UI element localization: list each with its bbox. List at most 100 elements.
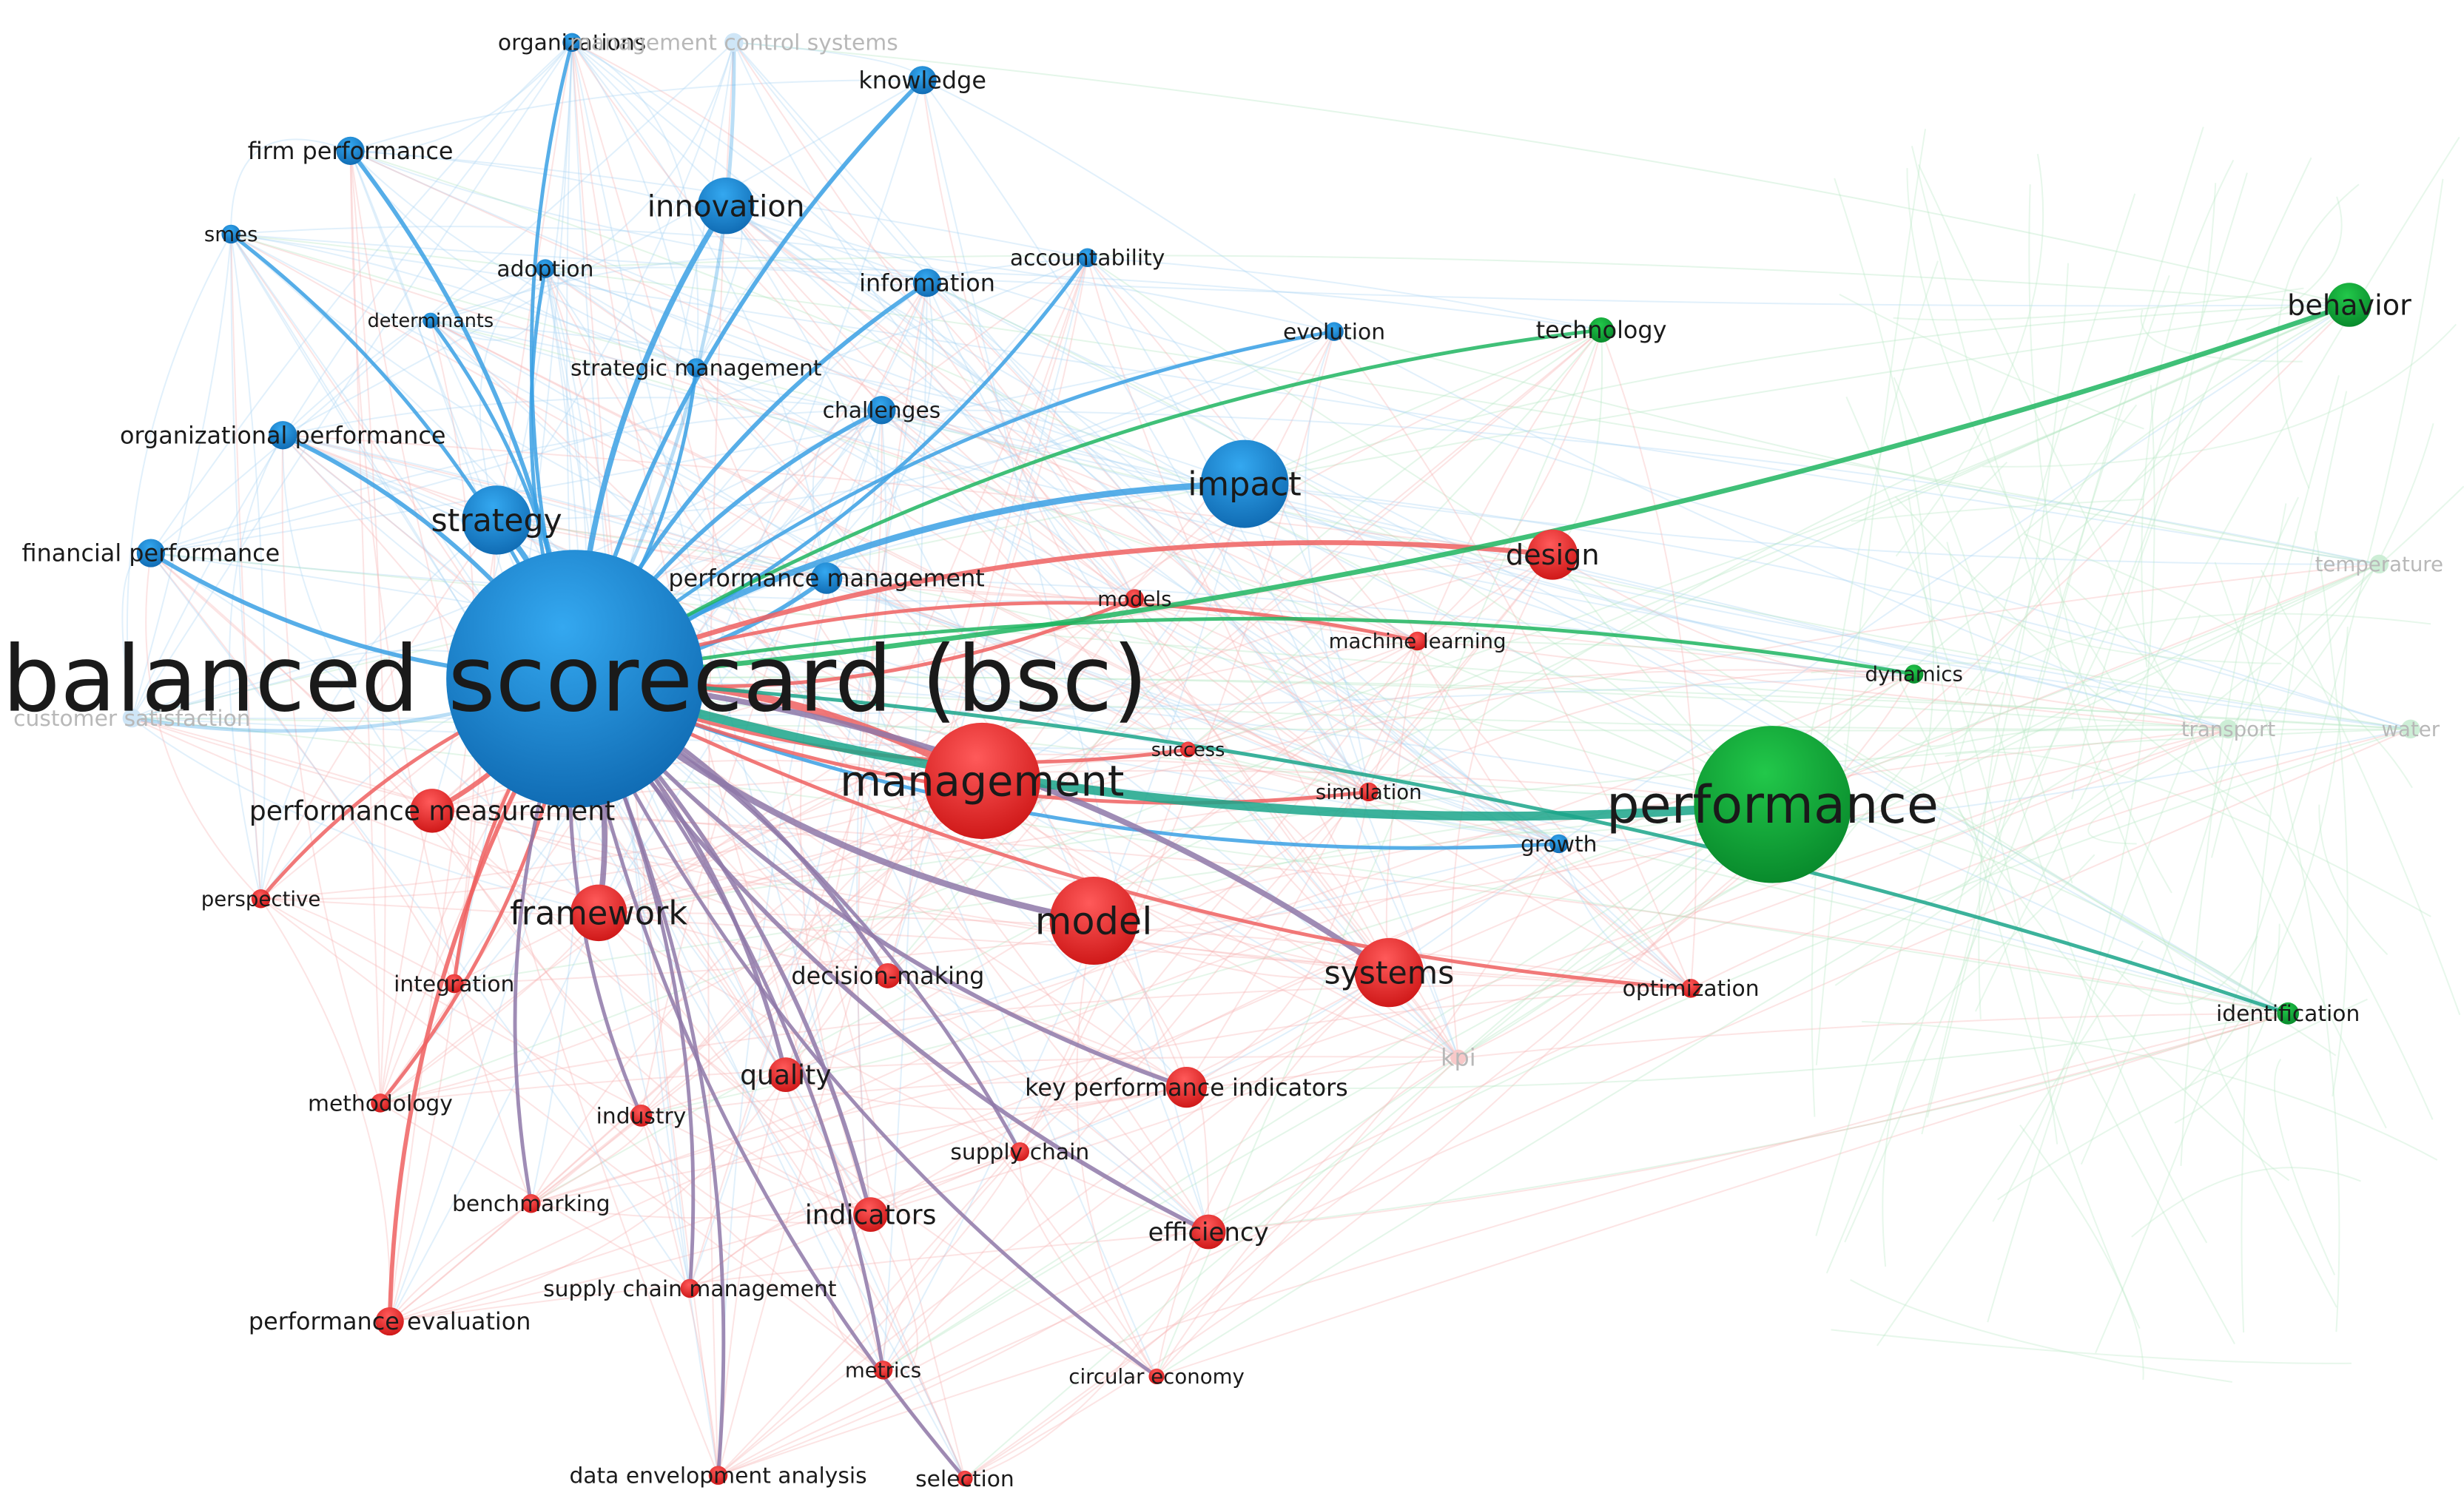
background-link <box>1862 1020 2438 1161</box>
node-supply_chain_management[interactable] <box>680 1278 700 1298</box>
background-link <box>2241 391 2348 1333</box>
node-simulation[interactable] <box>1359 782 1379 802</box>
node-industry[interactable] <box>630 1104 653 1127</box>
node-accountability[interactable] <box>1077 248 1097 268</box>
node-customer_satisfaction[interactable] <box>122 708 142 728</box>
background-link <box>131 41 573 719</box>
node-firm_performance[interactable] <box>336 136 365 165</box>
label-kpi: kpi <box>1441 1043 1476 1071</box>
node-design[interactable] <box>1527 529 1578 580</box>
node-temperature[interactable] <box>2369 554 2389 574</box>
node-organizational_performance[interactable] <box>269 421 297 450</box>
background-link <box>430 320 1773 806</box>
node-framework[interactable] <box>570 884 627 942</box>
background-link <box>571 42 872 1215</box>
node-optimization[interactable] <box>1681 979 1700 998</box>
node-strategic_management[interactable] <box>687 358 706 377</box>
node-machine_learning[interactable] <box>1407 631 1427 651</box>
background-link <box>1918 164 2387 1129</box>
background-link <box>150 552 1135 602</box>
node-performance_management[interactable] <box>810 562 843 594</box>
label-financial_performance: financial performance <box>22 539 280 567</box>
node-evolution[interactable] <box>1324 322 1344 341</box>
node-supply_chain[interactable] <box>1010 1142 1030 1162</box>
node-success[interactable] <box>1179 741 1196 758</box>
node-bsc[interactable] <box>446 550 704 808</box>
node-indicators[interactable] <box>853 1197 888 1232</box>
node-model[interactable] <box>1049 877 1138 965</box>
node-performance[interactable] <box>1694 726 1851 883</box>
background-link <box>389 1074 787 1323</box>
background-link <box>1134 598 2229 730</box>
background-link <box>1187 633 1418 750</box>
node-performance_evaluation[interactable] <box>375 1307 404 1336</box>
node-performance_measurement[interactable] <box>410 789 454 833</box>
background-link <box>1831 1329 2352 1364</box>
node-information[interactable] <box>912 269 942 297</box>
node-management[interactable] <box>923 722 1040 840</box>
node-behavior[interactable] <box>2327 283 2372 327</box>
node-determinants[interactable] <box>423 312 439 328</box>
background-link <box>598 410 883 914</box>
background-link <box>431 810 871 1216</box>
label-organizations: organizations <box>498 30 646 56</box>
background-link <box>1156 1056 1459 1377</box>
node-technology[interactable] <box>1589 317 1615 343</box>
label-integration: integration <box>394 971 514 997</box>
node-financial_performance[interactable] <box>136 539 165 567</box>
edge-bsc-dynamics <box>573 616 1916 681</box>
node-methodology[interactable] <box>371 1093 390 1113</box>
node-identification[interactable] <box>2277 1002 2300 1025</box>
background-link <box>571 41 1692 989</box>
node-quality[interactable] <box>768 1057 804 1092</box>
background-link <box>2214 562 2340 1332</box>
node-organizations[interactable] <box>562 33 582 53</box>
node-dynamics[interactable] <box>1904 664 1924 684</box>
node-models[interactable] <box>1125 589 1145 608</box>
label-evolution: evolution <box>1283 320 1385 346</box>
node-metrics[interactable] <box>873 1361 893 1380</box>
node-systems[interactable] <box>1354 937 1424 1008</box>
node-water[interactable] <box>2401 719 2420 739</box>
background-link <box>1087 257 2289 1014</box>
node-strategy[interactable] <box>462 485 531 555</box>
background-link <box>389 1231 1209 1323</box>
node-efficiency[interactable] <box>1191 1214 1226 1250</box>
background-link <box>545 255 2350 306</box>
node-mcs[interactable] <box>724 33 744 53</box>
node-key_performance_indicators[interactable] <box>1165 1067 1208 1108</box>
node-decision_making[interactable] <box>875 963 901 988</box>
node-kpi[interactable] <box>1450 1049 1467 1065</box>
node-innovation[interactable] <box>697 177 755 235</box>
node-perspective[interactable] <box>251 889 271 909</box>
node-impact[interactable] <box>1200 439 1289 528</box>
node-adoption[interactable] <box>536 259 555 278</box>
background-link <box>260 780 983 900</box>
background-link <box>349 150 719 1476</box>
node-dea[interactable] <box>708 1466 728 1485</box>
background-link <box>575 676 2229 730</box>
background-link <box>1305 331 1370 792</box>
background-link <box>1945 751 2431 917</box>
background-link <box>1558 843 1692 989</box>
node-transport[interactable] <box>2218 719 2238 739</box>
background-link <box>496 519 1135 600</box>
label-efficiency: efficiency <box>1148 1218 1269 1247</box>
background-link <box>1957 809 2290 1182</box>
node-challenges[interactable] <box>867 396 896 425</box>
background-link <box>531 791 1370 1204</box>
label-dea: data envelopment analysis <box>569 1463 866 1489</box>
background-link <box>1771 304 2350 805</box>
background-link <box>1815 193 2136 1236</box>
background-link <box>1208 1012 2289 1233</box>
background-link <box>641 1080 1187 1116</box>
node-integration[interactable] <box>445 974 464 994</box>
node-circular_economy[interactable] <box>1148 1368 1165 1385</box>
node-selection[interactable] <box>957 1470 973 1487</box>
node-benchmarking[interactable] <box>522 1194 541 1213</box>
node-growth[interactable] <box>1549 834 1569 854</box>
node-smes[interactable] <box>221 224 240 244</box>
background-link <box>231 233 697 368</box>
node-knowledge[interactable] <box>908 66 937 95</box>
